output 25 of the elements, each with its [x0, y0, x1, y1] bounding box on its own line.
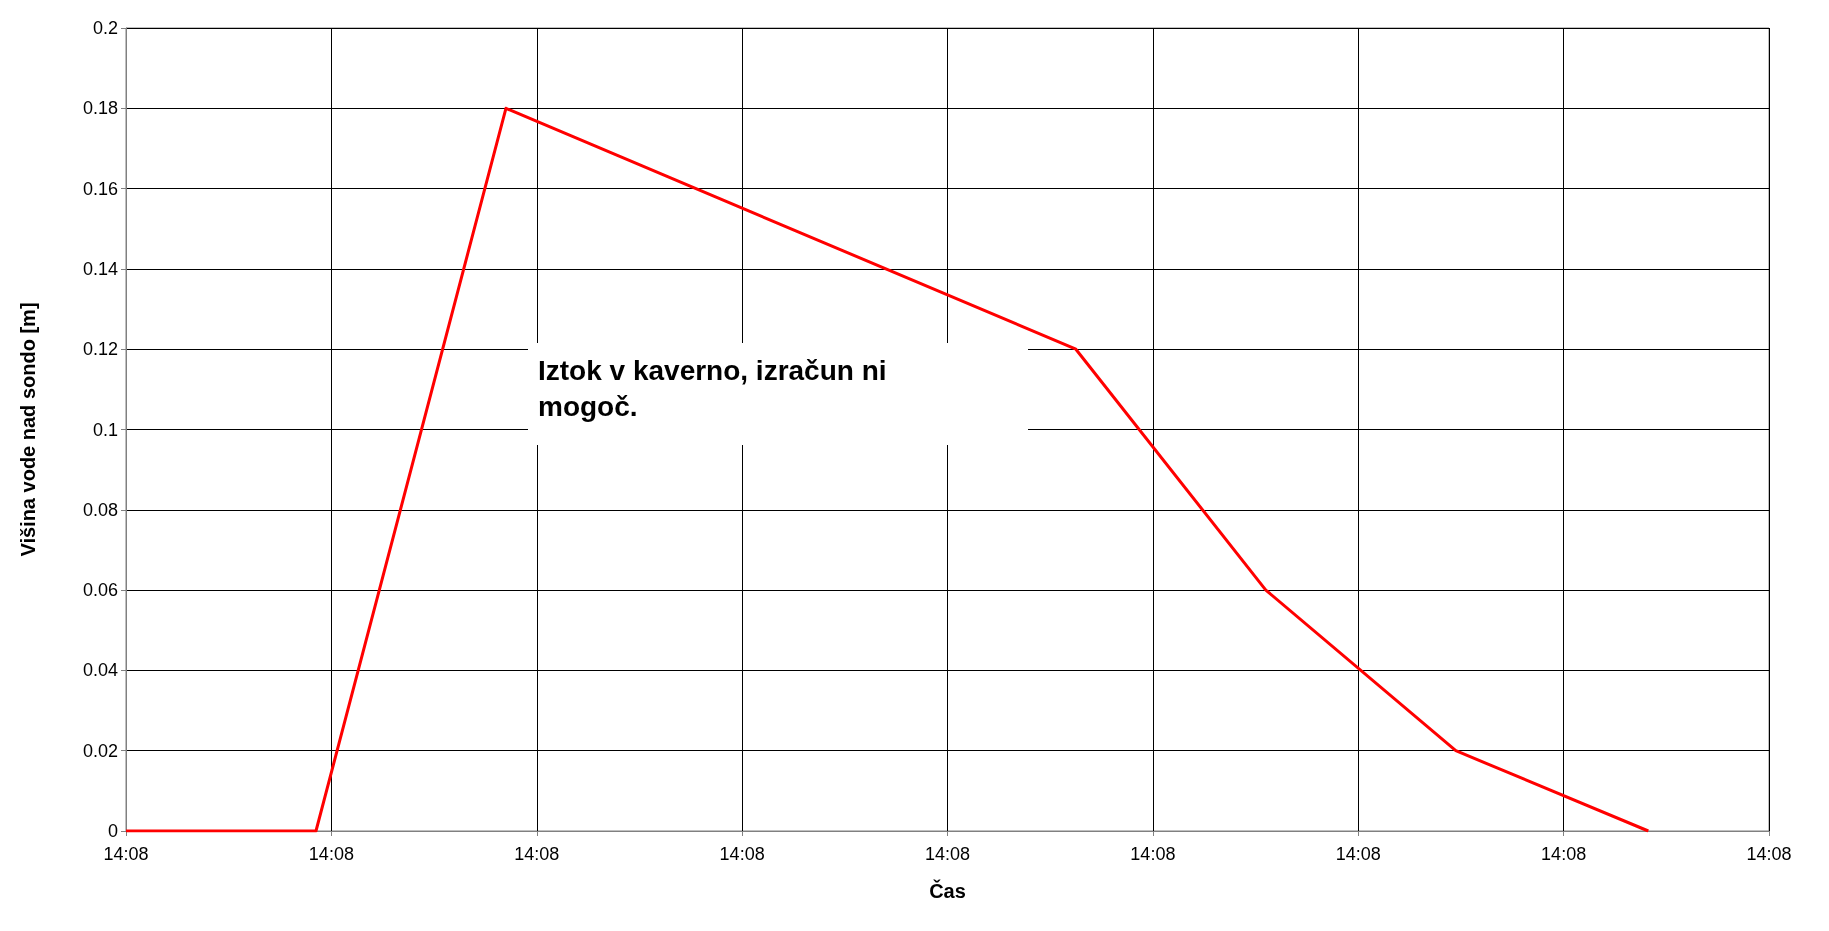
- y-tick-label: 0.14: [82, 258, 118, 279]
- y-axis-title: Višina vode nad sondo [m]: [17, 302, 39, 557]
- annotation: Iztok v kaverno, izračun ni mogoč.: [538, 354, 888, 424]
- y-tick-label: 0.12: [82, 339, 118, 360]
- y-tick-label: 0.02: [82, 740, 118, 761]
- y-tick-label: 0.16: [82, 178, 118, 199]
- x-tick-label: 14:08: [1335, 844, 1381, 864]
- x-tick-label: 14:08: [103, 844, 149, 864]
- text-box: Iztok v kaverno, izračun ni mogoč.: [528, 343, 1028, 445]
- x-tick-label: 14:08: [924, 844, 971, 864]
- y-tick-label: 0.1: [92, 419, 118, 440]
- x-tick-label: 14:08: [1130, 844, 1176, 864]
- y-tick-label: 0.2: [92, 18, 118, 38]
- y-tick-label: 0.04: [82, 660, 118, 681]
- x-axis-title: Čas: [929, 879, 966, 902]
- y-tick-label: 0: [107, 821, 118, 841]
- x-tick-label: 14:08: [514, 844, 560, 864]
- y-tick-label: 0.18: [82, 98, 118, 119]
- y-tick-label: 0.08: [82, 499, 118, 520]
- x-tick-label: 14:08: [719, 844, 765, 864]
- x-tick-label: 14:08: [1746, 844, 1792, 864]
- y-tick-label: 0.06: [82, 580, 118, 601]
- x-tick-label: 14:08: [308, 844, 354, 864]
- x-tick-label: 14:08: [1541, 844, 1587, 864]
- line-series: [124, 106, 1650, 833]
